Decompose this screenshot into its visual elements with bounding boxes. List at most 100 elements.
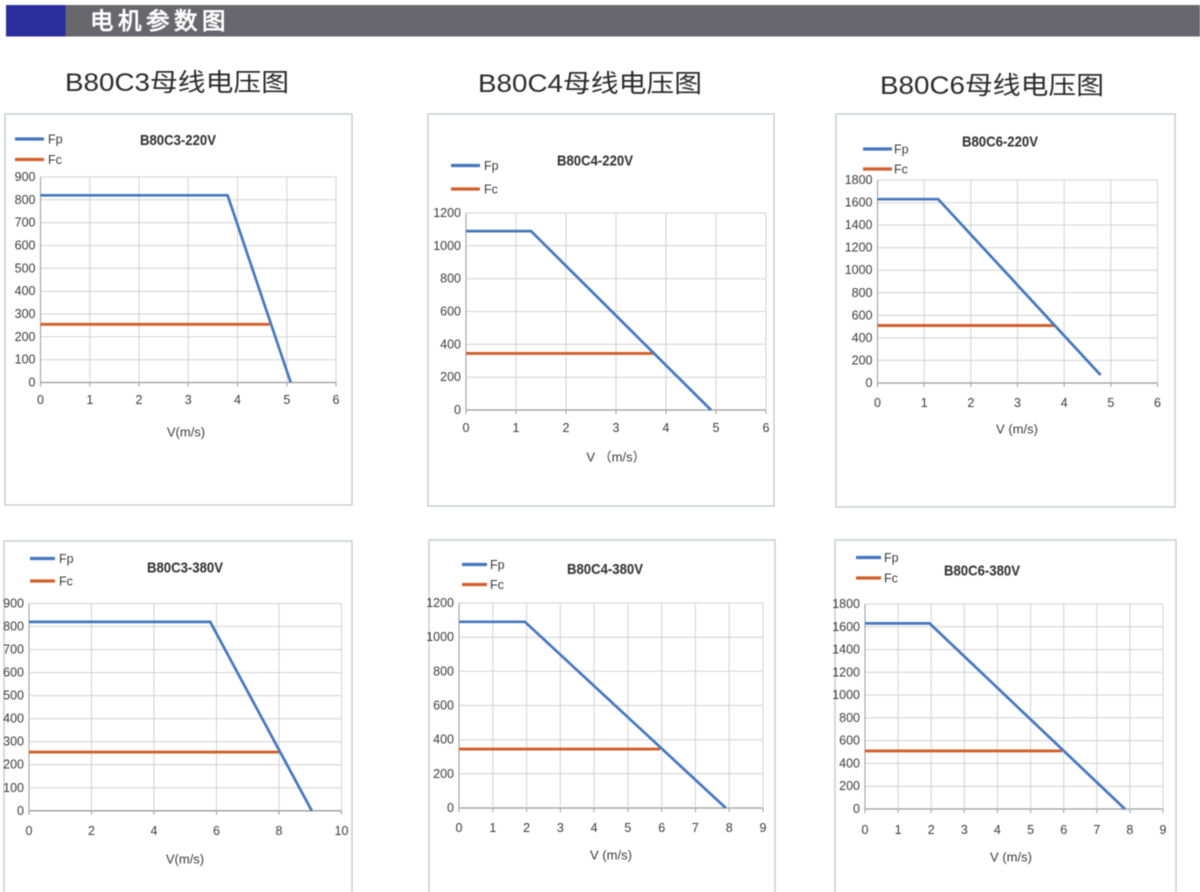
svg-text:0: 0 [17, 804, 24, 818]
svg-text:Fp: Fp [48, 133, 63, 147]
svg-text:B80C3-380V: B80C3-380V [147, 560, 223, 577]
svg-text:800: 800 [440, 272, 461, 286]
svg-text:1200: 1200 [426, 596, 454, 610]
svg-text:Fc: Fc [490, 578, 504, 592]
svg-text:Fc: Fc [59, 575, 73, 589]
svg-text:B80C6-380V: B80C6-380V [944, 563, 1020, 580]
svg-text:1: 1 [86, 393, 93, 407]
svg-text:2: 2 [928, 823, 935, 837]
svg-text:800: 800 [3, 620, 24, 634]
svg-text:5: 5 [624, 821, 631, 835]
svg-text:400: 400 [852, 331, 873, 345]
svg-text:0: 0 [874, 396, 881, 410]
svg-text:3: 3 [185, 393, 192, 407]
svg-text:V (m/s): V (m/s) [990, 850, 1032, 865]
svg-text:800: 800 [839, 711, 860, 725]
svg-text:4: 4 [1061, 396, 1068, 410]
svg-text:6: 6 [333, 393, 340, 407]
svg-text:600: 600 [15, 239, 36, 253]
svg-text:200: 200 [839, 779, 860, 793]
svg-text:900: 900 [3, 597, 24, 611]
svg-text:1600: 1600 [845, 196, 873, 210]
svg-text:1000: 1000 [832, 688, 860, 702]
svg-text:V (m/s): V (m/s) [590, 848, 632, 863]
svg-text:V (m/s): V (m/s) [996, 422, 1038, 437]
svg-text:0: 0 [447, 801, 454, 815]
svg-text:400: 400 [440, 337, 461, 351]
svg-text:Fc: Fc [484, 183, 498, 197]
svg-text:1200: 1200 [845, 241, 873, 255]
svg-text:6: 6 [763, 421, 770, 435]
svg-text:7: 7 [1093, 823, 1100, 837]
svg-text:Fp: Fp [490, 558, 505, 572]
svg-text:4: 4 [994, 823, 1001, 837]
svg-text:900: 900 [15, 170, 36, 184]
svg-text:0: 0 [26, 824, 33, 838]
svg-text:5: 5 [1107, 396, 1114, 410]
svg-text:Fp: Fp [59, 552, 74, 566]
svg-text:100: 100 [3, 781, 24, 795]
svg-text:Fp: Fp [884, 551, 899, 565]
svg-text:V （m/s）: V （m/s） [586, 450, 645, 465]
svg-text:0: 0 [29, 376, 36, 390]
svg-text:5: 5 [713, 421, 720, 435]
svg-text:2: 2 [136, 393, 143, 407]
svg-text:200: 200 [15, 330, 36, 344]
svg-text:200: 200 [3, 758, 24, 772]
svg-text:700: 700 [15, 216, 36, 230]
svg-text:1400: 1400 [845, 218, 873, 232]
svg-text:B80C4-220V: B80C4-220V [557, 153, 633, 170]
svg-text:8: 8 [276, 824, 283, 838]
svg-text:9: 9 [760, 821, 767, 835]
svg-text:400: 400 [3, 712, 24, 726]
svg-text:200: 200 [852, 353, 873, 367]
svg-text:6: 6 [658, 821, 665, 835]
svg-text:1600: 1600 [832, 620, 860, 634]
svg-text:600: 600 [433, 699, 454, 713]
svg-text:8: 8 [726, 821, 733, 835]
svg-text:1: 1 [513, 421, 520, 435]
svg-text:1: 1 [489, 821, 496, 835]
svg-text:5: 5 [283, 393, 290, 407]
svg-text:0: 0 [463, 421, 470, 435]
svg-text:5: 5 [1027, 823, 1034, 837]
svg-text:2: 2 [563, 421, 570, 435]
svg-text:100: 100 [15, 353, 36, 367]
svg-text:B80C4-380V: B80C4-380V [567, 561, 643, 578]
svg-text:700: 700 [3, 643, 24, 657]
svg-text:Fc: Fc [48, 153, 62, 167]
svg-text:1800: 1800 [845, 173, 873, 187]
svg-text:V(m/s): V(m/s) [166, 852, 204, 867]
svg-text:400: 400 [433, 733, 454, 747]
svg-text:0: 0 [454, 403, 461, 417]
svg-text:1000: 1000 [845, 263, 873, 277]
svg-text:1800: 1800 [832, 597, 860, 611]
svg-text:4: 4 [234, 393, 241, 407]
svg-text:B80C6母线电压图: B80C6母线电压图 [880, 72, 1104, 100]
svg-text:9: 9 [1160, 823, 1167, 837]
svg-text:4: 4 [663, 421, 670, 435]
svg-text:Fp: Fp [484, 159, 499, 173]
svg-text:200: 200 [433, 767, 454, 781]
svg-text:600: 600 [440, 305, 461, 319]
svg-text:600: 600 [3, 666, 24, 680]
svg-text:Fc: Fc [884, 572, 898, 586]
svg-text:3: 3 [1014, 396, 1021, 410]
svg-text:800: 800 [15, 193, 36, 207]
svg-text:0: 0 [456, 821, 463, 835]
svg-text:2: 2 [523, 821, 530, 835]
svg-text:500: 500 [15, 261, 36, 275]
svg-text:1200: 1200 [433, 206, 461, 220]
svg-text:1400: 1400 [832, 643, 860, 657]
svg-text:1200: 1200 [832, 665, 860, 679]
svg-text:3: 3 [557, 821, 564, 835]
svg-text:3: 3 [613, 421, 620, 435]
svg-text:10: 10 [335, 824, 349, 838]
svg-text:Fc: Fc [894, 163, 908, 177]
svg-text:B80C6-220V: B80C6-220V [962, 134, 1038, 151]
svg-text:1: 1 [921, 396, 928, 410]
svg-text:0: 0 [853, 802, 860, 816]
svg-text:0: 0 [866, 376, 873, 390]
svg-text:1: 1 [895, 823, 902, 837]
svg-text:电机参数图: 电机参数图 [90, 7, 230, 34]
